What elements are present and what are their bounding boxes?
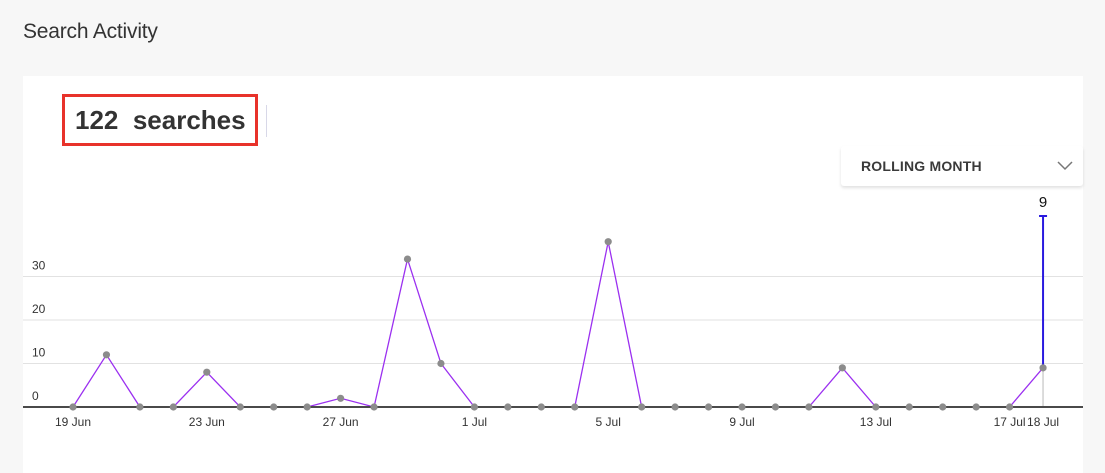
x-tick-label: 19 Jun xyxy=(55,415,91,429)
highlight-value-label: 9 xyxy=(1039,194,1047,211)
y-tick-label: 20 xyxy=(32,302,46,316)
chevron-down-icon[interactable] xyxy=(1055,156,1075,181)
search-activity-chart: 0 10 20 30 9 19 Jun 23 Jun 27 Jun 1 Jul 5 Jul 9 Ju… xyxy=(23,194,1083,429)
data-point xyxy=(370,403,378,411)
data-point xyxy=(1039,364,1047,372)
data-point xyxy=(771,403,780,411)
search-count-value: 122 xyxy=(75,104,119,135)
data-point xyxy=(939,403,947,411)
search-count-unit: searches xyxy=(132,104,246,135)
data-point xyxy=(805,403,813,411)
data-point xyxy=(136,403,144,411)
data-point xyxy=(437,359,445,368)
data-point xyxy=(638,403,646,411)
data-point xyxy=(905,403,913,411)
page-title: Search Activity xyxy=(23,20,158,43)
data-point xyxy=(470,403,478,411)
data-point xyxy=(504,403,512,411)
data-point xyxy=(102,351,111,359)
count-divider xyxy=(266,105,267,137)
x-tick-label: 13 Jul xyxy=(860,415,892,429)
search-activity-card: 122 searches 0 10 20 30 9 19 Jun 23 Jun 27 Jun 1… xyxy=(23,76,1083,473)
x-tick-label: 27 Jun xyxy=(323,415,359,429)
data-point xyxy=(704,403,713,411)
y-tick-label: 0 xyxy=(32,389,39,403)
x-tick-label: 17 Jul xyxy=(994,415,1026,429)
data-point xyxy=(738,403,746,411)
x-tick-label: 1 Jul xyxy=(462,415,487,429)
search-count: 122 searches xyxy=(62,94,258,146)
y-tick-label: 30 xyxy=(32,259,46,273)
data-point xyxy=(69,403,77,411)
x-tick-label: 18 Jul xyxy=(1027,415,1059,429)
data-point xyxy=(337,394,345,402)
data-point xyxy=(303,403,311,411)
series-line xyxy=(72,241,1044,408)
y-tick-label: 10 xyxy=(32,346,46,360)
data-point xyxy=(571,403,579,411)
data-point xyxy=(537,403,545,411)
data-point xyxy=(169,403,177,411)
data-point xyxy=(403,255,412,263)
data-point xyxy=(872,403,880,411)
data-point xyxy=(1006,403,1014,411)
period-select-value: ROLLING MONTH xyxy=(861,158,982,174)
data-point xyxy=(838,364,846,372)
data-point xyxy=(972,403,980,411)
data-point xyxy=(671,403,679,411)
data-point xyxy=(203,368,211,376)
data-point xyxy=(604,238,612,246)
x-tick-label: 23 Jun xyxy=(189,415,225,429)
data-point xyxy=(270,403,278,411)
period-select[interactable]: ROLLING MONTH xyxy=(841,146,1083,186)
x-tick-label: 5 Jul xyxy=(596,415,621,429)
x-tick-label: 9 Jul xyxy=(729,415,754,429)
data-point xyxy=(236,403,244,411)
